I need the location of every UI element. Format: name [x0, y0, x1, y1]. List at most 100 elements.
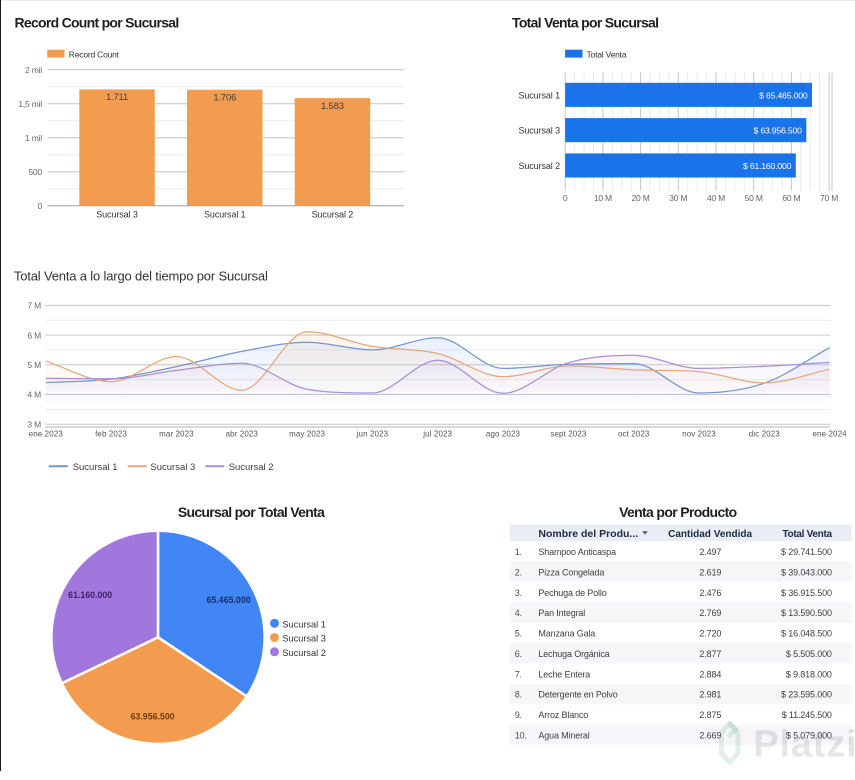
svg-text:$ 29.741.500: $ 29.741.500 — [781, 547, 832, 557]
svg-text:Sucursal por Total Venta: Sucursal por Total Venta — [178, 504, 325, 520]
svg-text:2 mil: 2 mil — [25, 65, 42, 75]
svg-text:Agua Mineral: Agua Mineral — [538, 730, 589, 740]
svg-text:Arroz Blanco: Arroz Blanco — [538, 710, 588, 720]
svg-text:2.769: 2.769 — [699, 608, 721, 618]
svg-text:Platzi: Platzi — [753, 724, 855, 766]
svg-text:ene 2024: ene 2024 — [813, 429, 848, 438]
svg-text:ene 2023: ene 2023 — [29, 429, 64, 438]
svg-text:$ 23.595.000: $ 23.595.000 — [781, 690, 832, 700]
svg-text:$ 5.079.000: $ 5.079.000 — [786, 730, 832, 740]
svg-text:$ 11.245.500: $ 11.245.500 — [782, 710, 832, 720]
svg-text:2.619: 2.619 — [699, 568, 721, 578]
svg-text:Lechuga Orgánica: Lechuga Orgánica — [538, 649, 609, 659]
svg-text:Sucursal 2: Sucursal 2 — [312, 209, 354, 219]
svg-text:50 M: 50 M — [745, 193, 763, 203]
svg-text:jun 2023: jun 2023 — [356, 429, 389, 438]
svg-text:500: 500 — [28, 167, 42, 177]
svg-text:Leche Entera: Leche Entera — [538, 669, 590, 679]
svg-text:5.: 5. — [515, 629, 522, 639]
svg-text:Detergente en Polvo: Detergente en Polvo — [538, 690, 617, 700]
svg-text:10.: 10. — [515, 730, 527, 740]
svg-text:Manzana Gala: Manzana Gala — [538, 629, 595, 639]
svg-text:0: 0 — [37, 201, 42, 211]
svg-text:1,5 mil: 1,5 mil — [18, 99, 42, 109]
svg-text:3.: 3. — [515, 588, 522, 598]
svg-text:Total Venta a lo largo del tie: Total Venta a lo largo del tiempo por Su… — [14, 268, 268, 283]
svg-text:oct 2023: oct 2023 — [618, 429, 650, 438]
svg-text:2.669: 2.669 — [699, 730, 721, 740]
svg-text:feb 2023: feb 2023 — [95, 429, 127, 438]
svg-text:2.: 2. — [515, 568, 522, 578]
svg-text:2.877: 2.877 — [699, 649, 721, 659]
svg-text:Total Venta por Sucursal: Total Venta por Sucursal — [512, 15, 658, 31]
svg-text:2.720: 2.720 — [699, 629, 721, 639]
svg-text:may 2023: may 2023 — [289, 429, 325, 438]
svg-text:Cantidad Vendida: Cantidad Vendida — [668, 529, 752, 540]
svg-text:70 M: 70 M — [820, 193, 838, 203]
svg-text:nov 2023: nov 2023 — [682, 429, 716, 438]
svg-text:3 M: 3 M — [27, 419, 41, 429]
svg-text:Pechuga de Pollo: Pechuga de Pollo — [538, 588, 606, 598]
svg-text:$ 39.043.000: $ 39.043.000 — [781, 568, 832, 578]
svg-text:Record Count por Sucursal: Record Count por Sucursal — [15, 15, 179, 31]
svg-text:1 mil: 1 mil — [25, 133, 42, 143]
svg-text:2.476: 2.476 — [699, 588, 721, 598]
svg-text:10 M: 10 M — [594, 193, 612, 203]
svg-text:ago 2023: ago 2023 — [486, 429, 521, 438]
svg-text:5 M: 5 M — [27, 360, 41, 370]
svg-text:1.: 1. — [515, 547, 522, 557]
svg-text:mar 2023: mar 2023 — [159, 429, 194, 438]
svg-text:1.706: 1.706 — [213, 92, 236, 103]
svg-text:$ 16.048.500: $ 16.048.500 — [781, 629, 832, 639]
svg-text:Record Count: Record Count — [69, 50, 120, 60]
svg-text:dic 2023: dic 2023 — [749, 429, 780, 438]
svg-text:6.: 6. — [515, 649, 522, 659]
svg-text:4 M: 4 M — [27, 390, 41, 400]
svg-text:$ 5.505.000: $ 5.505.000 — [786, 649, 832, 659]
svg-text:Total Venta: Total Venta — [587, 50, 627, 60]
svg-text:Sucursal 1: Sucursal 1 — [282, 619, 325, 629]
svg-text:$ 65.465.000: $ 65.465.000 — [759, 90, 808, 100]
svg-text:1.583: 1.583 — [321, 101, 344, 112]
svg-text:20 M: 20 M — [632, 193, 650, 203]
svg-text:Sucursal 2: Sucursal 2 — [229, 462, 274, 473]
svg-text:Sucursal 1: Sucursal 1 — [204, 209, 246, 219]
svg-text:7 M: 7 M — [27, 301, 41, 311]
svg-text:61.160.000: 61.160.000 — [68, 590, 112, 600]
svg-text:8.: 8. — [515, 690, 522, 700]
svg-text:2.884: 2.884 — [699, 669, 721, 679]
svg-text:sept 2023: sept 2023 — [550, 429, 586, 438]
svg-text:6 M: 6 M — [27, 330, 41, 340]
svg-text:Sucursal 3: Sucursal 3 — [518, 126, 560, 136]
svg-text:Sucursal 1: Sucursal 1 — [73, 462, 118, 473]
svg-text:$ 61.160.000: $ 61.160.000 — [743, 161, 792, 171]
svg-text:60 M: 60 M — [782, 193, 800, 203]
svg-text:63.956.500: 63.956.500 — [131, 712, 175, 722]
svg-text:0: 0 — [563, 193, 568, 203]
svg-text:2.981: 2.981 — [699, 690, 721, 700]
svg-text:Sucursal 3: Sucursal 3 — [150, 462, 195, 473]
svg-text:2.875: 2.875 — [699, 710, 721, 720]
svg-text:Venta por Producto: Venta por Producto — [619, 504, 737, 520]
svg-text:Shampoo Anticaspa: Shampoo Anticaspa — [538, 547, 616, 557]
svg-text:Sucursal 3: Sucursal 3 — [282, 634, 325, 644]
svg-text:Sucursal 2: Sucursal 2 — [282, 648, 325, 658]
svg-text:Sucursal 2: Sucursal 2 — [518, 161, 560, 171]
svg-text:Sucursal 3: Sucursal 3 — [96, 209, 138, 219]
svg-text:Sucursal 1: Sucursal 1 — [518, 90, 560, 100]
svg-text:Total Venta: Total Venta — [782, 529, 832, 540]
svg-text:40 M: 40 M — [707, 193, 725, 203]
svg-text:abr 2023: abr 2023 — [226, 429, 259, 438]
svg-text:4.: 4. — [515, 608, 522, 618]
svg-text:Nombre del Produ...: Nombre del Produ... — [538, 528, 638, 540]
svg-text:$ 36.915.500: $ 36.915.500 — [781, 588, 832, 598]
svg-text:30 M: 30 M — [669, 193, 687, 203]
svg-text:jul 2023: jul 2023 — [422, 429, 452, 438]
svg-text:65.465.000: 65.465.000 — [207, 595, 251, 605]
svg-text:2.497: 2.497 — [699, 547, 721, 557]
svg-text:$ 63.956.500: $ 63.956.500 — [753, 126, 802, 136]
svg-text:$ 9.818.000: $ 9.818.000 — [786, 669, 832, 679]
svg-text:9.: 9. — [515, 710, 522, 720]
svg-text:$ 13.590.500: $ 13.590.500 — [781, 608, 832, 618]
svg-text:1.711: 1.711 — [106, 92, 128, 103]
